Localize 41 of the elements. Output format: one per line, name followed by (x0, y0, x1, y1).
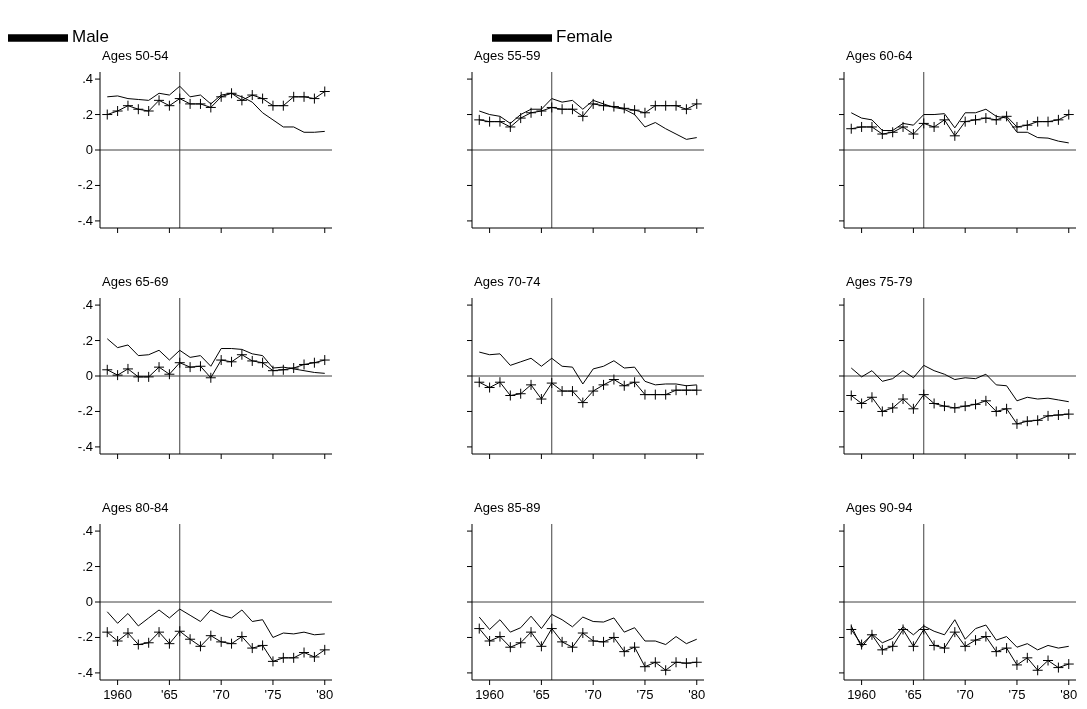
y-tick-label: -.2 (77, 629, 93, 645)
y-tick-label: .4 (82, 297, 93, 313)
x-tick-label: '75 (264, 687, 282, 702)
chart-title: Ages 70-74 (474, 273, 542, 291)
chart-title: Ages 65-69 (102, 273, 170, 291)
x-tick-label: '75 (1008, 687, 1026, 702)
chart-title: Ages 90-94 (846, 499, 914, 517)
x-tick-label: '70 (956, 687, 974, 702)
y-tick-label: .2 (82, 558, 93, 574)
y-tick-label: 0 (85, 594, 93, 609)
x-tick-label: '70 (212, 687, 230, 702)
y-tick-label: .4 (82, 523, 93, 539)
y-tick-label: .2 (82, 106, 93, 122)
x-tick-label: '75 (636, 687, 654, 702)
x-tick-label: '80 (688, 687, 706, 702)
y-tick-label: 0 (85, 368, 93, 383)
chart-title: Ages 80-84 (102, 499, 170, 517)
x-tick-label: '65 (160, 687, 178, 702)
y-tick-label: .4 (82, 71, 93, 87)
y-tick-label: -.4 (77, 664, 93, 680)
y-tick-label: .2 (82, 332, 93, 348)
x-tick-label: 1960 (847, 687, 877, 702)
x-tick-label: '65 (532, 687, 550, 702)
chart-title: Ages 60-64 (846, 47, 914, 65)
chart-title: Ages 50-54 (102, 47, 170, 65)
chart-title: Ages 75-79 (846, 273, 914, 291)
y-tick-label: 0 (85, 142, 93, 157)
chart-title: Ages 85-89 (474, 499, 542, 517)
y-tick-label: -.2 (77, 177, 93, 193)
x-tick-label: '80 (316, 687, 334, 702)
y-tick-label: -.2 (77, 403, 93, 419)
y-tick-label: -.4 (77, 438, 93, 454)
x-tick-label: '65 (904, 687, 922, 702)
x-tick-label: 1960 (103, 687, 133, 702)
x-tick-label: '80 (1060, 687, 1078, 702)
x-tick-label: 1960 (475, 687, 505, 702)
legend-label: Female (556, 27, 614, 48)
y-tick-label: -.4 (77, 212, 93, 228)
x-tick-label: '70 (584, 687, 602, 702)
chart-title: Ages 55-59 (474, 47, 542, 65)
legend-label: Male (72, 27, 110, 48)
